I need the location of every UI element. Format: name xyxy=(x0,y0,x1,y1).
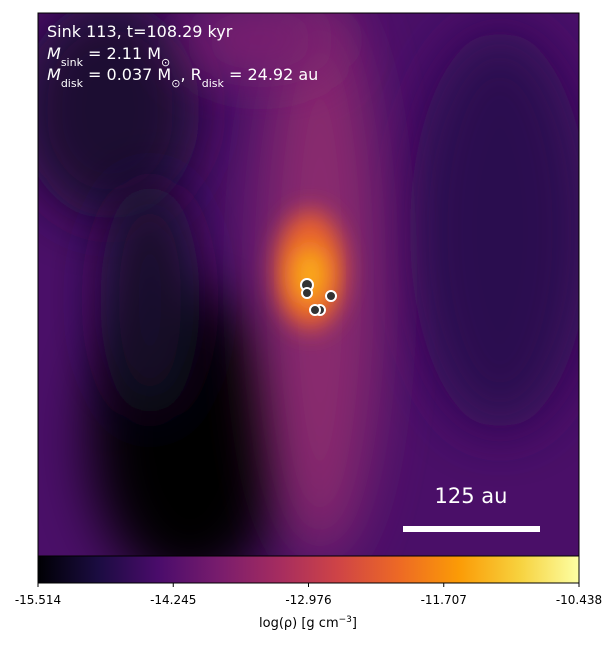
text-piece: ⊙ xyxy=(161,56,170,69)
text-piece: = 2.11 M xyxy=(83,44,161,63)
text-piece: −3 xyxy=(339,615,352,625)
disk-info: Mdisk = 0.037 M⊙, Rdisk = 24.92 au xyxy=(47,65,318,90)
text-piece: ] xyxy=(352,616,357,631)
colorbar xyxy=(37,555,580,584)
text-piece: M xyxy=(47,44,61,63)
tick-label: -12.976 xyxy=(285,593,331,607)
density-map xyxy=(38,13,579,556)
text-piece: disk xyxy=(61,77,84,90)
text-piece: = 0.037 M xyxy=(83,65,171,84)
scale-bar xyxy=(403,526,540,532)
text-piece: , R xyxy=(180,65,201,84)
text-piece: log(ρ) [g cm xyxy=(259,616,339,631)
text-piece: sink xyxy=(61,56,84,69)
tick-label: -14.245 xyxy=(150,593,196,607)
tick-label: -11.707 xyxy=(421,593,467,607)
text-piece: M xyxy=(47,65,61,84)
text-piece: disk xyxy=(202,77,225,90)
tick-label: -10.438 xyxy=(556,593,602,607)
colorbar-label: log(ρ) [g cm−3] xyxy=(259,615,357,631)
text-piece: = 24.92 au xyxy=(224,65,318,84)
sink-mass: Msink = 2.11 M⊙ xyxy=(47,44,170,69)
sink-label: Sink 113, t=108.29 kyr xyxy=(47,22,233,41)
text-piece: ⊙ xyxy=(171,77,180,90)
scale-bar-label: 125 au xyxy=(435,484,508,508)
tick-label: -15.514 xyxy=(15,593,61,607)
